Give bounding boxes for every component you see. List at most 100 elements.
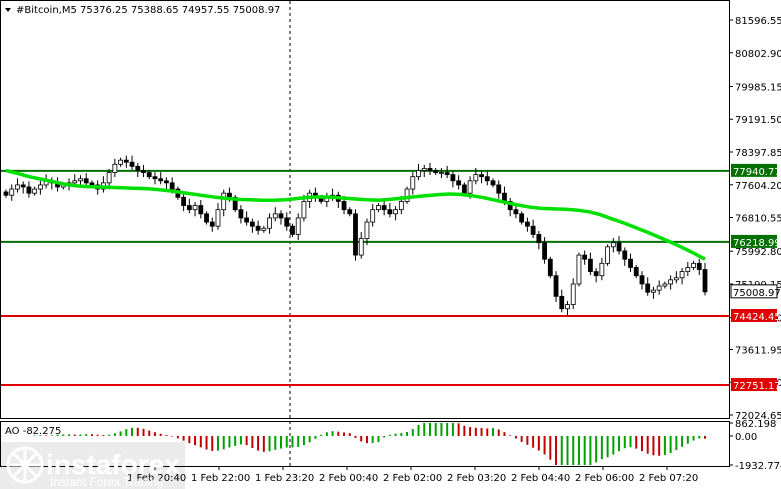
symbol-menu-arrow-icon[interactable] bbox=[5, 8, 11, 12]
candle-body bbox=[232, 196, 238, 211]
level-tag-label: 72751.17 bbox=[733, 381, 781, 392]
candle-body bbox=[570, 283, 576, 305]
candle-body bbox=[444, 172, 450, 176]
time-tick-label: 2 Feb 04:40 bbox=[511, 473, 570, 484]
candle-body bbox=[9, 188, 15, 196]
time-axis: 1 Feb 20:40 1 Feb 22:00 1 Feb 23:20 2 Feb 0… bbox=[127, 466, 698, 484]
price-tick-label: 79985.15 bbox=[735, 82, 781, 93]
candle-body bbox=[467, 180, 473, 194]
candle-body bbox=[479, 174, 484, 178]
candle-body bbox=[89, 182, 95, 186]
candle-body bbox=[433, 170, 439, 173]
candle-body bbox=[215, 209, 221, 227]
candle-body bbox=[272, 213, 278, 219]
candle-body bbox=[204, 213, 209, 223]
level-tag-bg bbox=[731, 308, 777, 322]
candle-body bbox=[181, 196, 187, 206]
candle-body bbox=[610, 242, 616, 248]
candle-body bbox=[347, 209, 353, 215]
candle-body bbox=[164, 180, 169, 184]
candle-body bbox=[192, 205, 198, 211]
candle-body bbox=[513, 209, 519, 215]
time-tick-label: 2 Feb 07:20 bbox=[639, 473, 698, 484]
candle-body bbox=[118, 159, 123, 165]
candle-body bbox=[20, 184, 26, 188]
candle-body bbox=[456, 180, 462, 186]
candle-body bbox=[524, 221, 530, 227]
candle-body bbox=[255, 225, 261, 231]
level-tag-label: 77940.77 bbox=[733, 167, 781, 178]
time-tick-label: 2 Feb 00:40 bbox=[319, 473, 378, 484]
level-tag-bg bbox=[731, 234, 777, 248]
time-tick-label: 2 Feb 02:00 bbox=[383, 473, 442, 484]
candle-body bbox=[129, 161, 135, 167]
price-axis: 81596.55 80802.90 79985.15 79191.50 78397.85… bbox=[729, 16, 781, 422]
candle-body bbox=[301, 201, 307, 219]
candle-body bbox=[198, 205, 204, 215]
candle-body bbox=[656, 285, 662, 291]
price-tick-label: 81596.55 bbox=[735, 16, 781, 27]
price-tick-label: 80802.90 bbox=[735, 49, 781, 60]
symbol-info: #Bitcoin,M5 75376.25 75388.65 74957.55 7… bbox=[16, 5, 280, 16]
candle-body bbox=[496, 184, 502, 194]
candle-body bbox=[547, 258, 553, 277]
candle-body bbox=[169, 182, 175, 190]
candle-body bbox=[376, 205, 381, 211]
candle-body bbox=[651, 289, 656, 293]
candle-body bbox=[668, 279, 674, 285]
candle-body bbox=[593, 271, 599, 277]
candle-body bbox=[427, 168, 433, 171]
candle-body bbox=[141, 170, 146, 173]
svg-text:instaforex: instaforex bbox=[46, 449, 180, 480]
ao-histogram bbox=[33, 423, 706, 465]
candle-body bbox=[439, 172, 444, 174]
candle-body bbox=[37, 184, 43, 190]
candle-body bbox=[112, 163, 118, 173]
candle-body bbox=[616, 242, 622, 252]
candle-body bbox=[278, 213, 284, 219]
svg-text:Instant Forex Trading: Instant Forex Trading bbox=[50, 475, 163, 489]
candle-body bbox=[295, 217, 301, 235]
candle-body bbox=[238, 209, 244, 219]
candle-body bbox=[588, 258, 593, 272]
candle-body bbox=[221, 192, 227, 211]
ao-tick-label: -1932.774 bbox=[735, 461, 781, 472]
candle-body bbox=[484, 176, 490, 182]
candle-body bbox=[691, 262, 696, 268]
horizontal-levels bbox=[1, 169, 729, 387]
candle-body bbox=[662, 283, 668, 287]
candle-body bbox=[679, 271, 685, 279]
candle-body bbox=[410, 176, 416, 190]
candle-body bbox=[78, 178, 83, 182]
price-tick-label: 76810.55 bbox=[735, 214, 781, 225]
candle-body bbox=[702, 269, 708, 293]
candle-body bbox=[284, 217, 290, 227]
candle-body bbox=[639, 275, 645, 285]
candle-body bbox=[628, 258, 633, 268]
candle-body bbox=[599, 262, 605, 277]
time-tick-label: 1 Feb 22:00 bbox=[191, 473, 250, 484]
price-tick-label: 78397.85 bbox=[735, 148, 781, 159]
candle-body bbox=[542, 242, 547, 260]
current-price-label: 75008.97 bbox=[733, 288, 781, 299]
candlesticks bbox=[3, 155, 708, 316]
candle-body bbox=[519, 213, 525, 223]
time-tick-label: 1 Feb 20:40 bbox=[127, 473, 186, 484]
current-price-tag-bg bbox=[730, 284, 778, 299]
ao-tick-label: 0.00 bbox=[735, 432, 757, 443]
candle-body bbox=[267, 217, 272, 229]
level-tag-bg bbox=[731, 163, 777, 177]
time-tick-label: 2 Feb 06:00 bbox=[575, 473, 634, 484]
candle-body bbox=[3, 191, 9, 196]
level-tag-bg bbox=[731, 378, 777, 392]
candle-body bbox=[450, 174, 456, 182]
time-tick-label: 1 Feb 23:20 bbox=[255, 473, 314, 484]
candle-body bbox=[393, 209, 399, 215]
candle-body bbox=[565, 304, 570, 310]
candle-body bbox=[530, 225, 536, 235]
candle-body bbox=[605, 246, 610, 264]
candle-body bbox=[26, 186, 32, 194]
candle-body bbox=[404, 188, 410, 202]
candle-body bbox=[158, 178, 164, 182]
